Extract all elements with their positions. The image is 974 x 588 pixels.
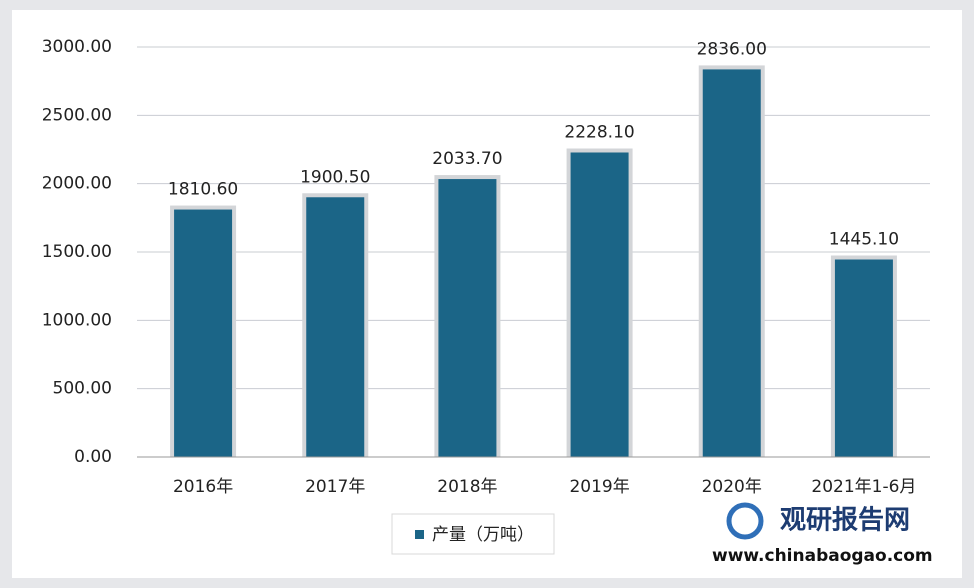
data-label: 2836.00 (697, 39, 767, 59)
x-tick-label: 2019年 (569, 477, 629, 497)
bar (834, 259, 893, 457)
y-tick-label: 2500.00 (42, 105, 112, 125)
y-tick-label: 3000.00 (42, 37, 112, 57)
x-tick-label: 2017年 (305, 477, 365, 497)
y-tick-label: 1000.00 (42, 310, 112, 330)
y-tick-label: 1500.00 (42, 242, 112, 262)
y-tick-label: 0.00 (74, 447, 112, 467)
legend-label: 产量（万吨） (432, 525, 534, 545)
legend-swatch (415, 530, 424, 539)
watermark-logo (726, 502, 764, 540)
data-label: 2228.10 (564, 122, 634, 142)
data-label: 1810.60 (168, 180, 238, 200)
bar (570, 152, 629, 458)
x-tick-label: 2018年 (437, 477, 497, 497)
data-label: 2033.70 (432, 149, 502, 169)
data-label: 1900.50 (300, 167, 370, 187)
bar (174, 209, 233, 457)
y-tick-label: 500.00 (53, 379, 112, 399)
bar (438, 179, 497, 457)
watermark-name: 观研报告网 (780, 505, 910, 536)
bar (702, 69, 761, 457)
x-tick-label: 2016年 (173, 477, 233, 497)
y-tick-label: 2000.00 (42, 174, 112, 194)
bar (306, 197, 365, 457)
watermark-url: www.chinabaogao.com (712, 546, 933, 566)
x-tick-label: 2021年1-6月 (811, 477, 916, 497)
x-tick-label: 2020年 (702, 477, 762, 497)
data-label: 1445.10 (829, 230, 899, 250)
